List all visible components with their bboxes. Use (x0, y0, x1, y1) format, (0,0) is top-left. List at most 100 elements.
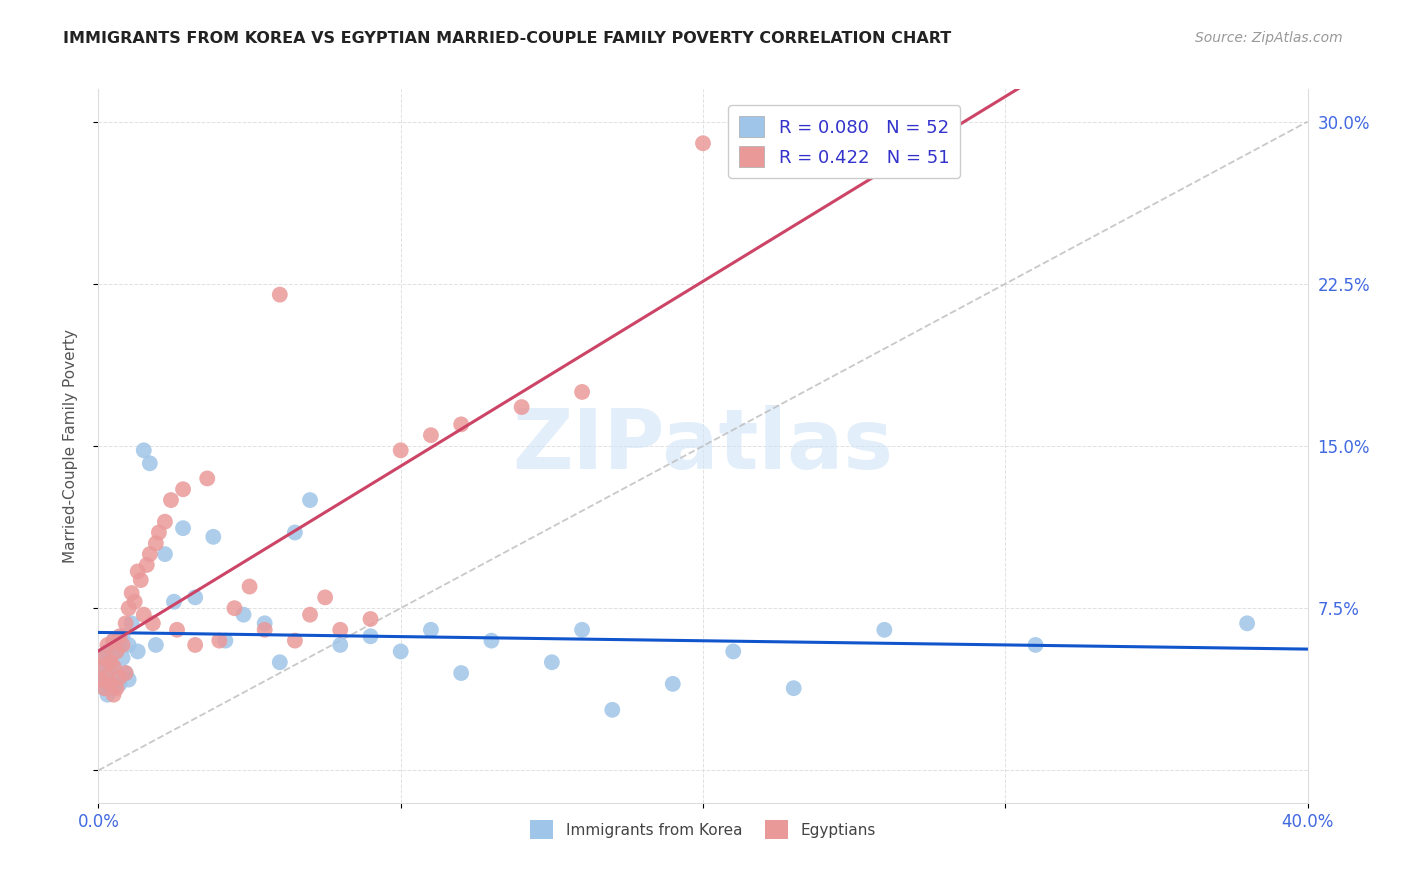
Point (111, 638, 134, 652)
Point (118, 601, 141, 615)
Point (360, 612, 382, 626)
Point (1236, 616, 1258, 631)
Point (135, 558, 157, 572)
Point (127, 565, 149, 579)
Point (108, 629, 131, 643)
Point (103, 688, 125, 702)
Point (96, 666, 118, 681)
Point (329, 623, 352, 637)
Point (224, 601, 246, 615)
Point (510, 400, 533, 414)
Point (1024, 638, 1046, 652)
Point (160, 493, 183, 508)
Point (93, 651, 115, 665)
Point (96, 638, 118, 652)
Point (118, 638, 141, 652)
Point (96, 670, 118, 684)
Point (142, 616, 165, 631)
Point (723, 644, 745, 658)
Point (139, 547, 162, 561)
Point (90, 673, 112, 687)
Point (93, 651, 115, 665)
Point (114, 666, 136, 681)
Point (166, 623, 188, 637)
Legend: Immigrants from Korea, Egyptians: Immigrants from Korea, Egyptians (524, 814, 882, 845)
Point (132, 443, 155, 458)
Point (253, 616, 276, 631)
Point (172, 521, 194, 535)
Point (121, 616, 143, 631)
Point (314, 591, 336, 605)
Point (208, 633, 231, 648)
Point (90, 673, 112, 687)
Point (100, 655, 122, 669)
Point (450, 417, 472, 432)
Point (145, 536, 167, 550)
Point (100, 677, 122, 691)
Point (692, 136, 714, 151)
Point (253, 623, 276, 637)
Point (202, 530, 225, 544)
Point (232, 607, 254, 622)
Point (111, 651, 134, 665)
Point (540, 655, 562, 669)
Point (195, 471, 218, 485)
Point (90, 659, 112, 673)
Point (103, 633, 125, 648)
Text: ZIPatlas: ZIPatlas (513, 406, 893, 486)
Point (481, 633, 503, 648)
Point (284, 633, 307, 648)
Point (184, 591, 207, 605)
Point (114, 616, 136, 631)
Point (145, 638, 167, 652)
Point (284, 525, 307, 540)
Point (389, 443, 412, 458)
Point (389, 644, 412, 658)
Point (93, 681, 115, 696)
Point (121, 586, 143, 600)
Point (105, 681, 128, 696)
Point (184, 638, 207, 652)
Point (239, 580, 262, 594)
Point (172, 482, 194, 496)
Point (105, 644, 128, 658)
Point (360, 629, 382, 643)
Point (163, 595, 186, 609)
Point (96, 688, 118, 702)
Text: IMMIGRANTS FROM KOREA VS EGYPTIAN MARRIED-COUPLE FAMILY POVERTY CORRELATION CHAR: IMMIGRANTS FROM KOREA VS EGYPTIAN MARRIE… (63, 31, 952, 46)
Point (100, 677, 122, 691)
Point (450, 666, 472, 681)
Text: Source: ZipAtlas.com: Source: ZipAtlas.com (1195, 31, 1343, 45)
Point (299, 493, 322, 508)
Point (124, 595, 146, 609)
Point (100, 655, 122, 669)
Point (873, 623, 896, 637)
Point (103, 633, 125, 648)
Point (108, 677, 131, 691)
Point (114, 666, 136, 681)
Point (602, 703, 624, 717)
Point (269, 287, 291, 301)
Point (420, 428, 443, 442)
Point (111, 629, 134, 643)
Point (571, 623, 593, 637)
Point (108, 670, 131, 684)
Point (153, 547, 176, 561)
Point (661, 677, 683, 691)
Point (571, 384, 593, 399)
Point (132, 607, 155, 622)
Point (96, 644, 118, 658)
Point (148, 525, 170, 540)
Point (420, 623, 443, 637)
Point (139, 456, 162, 470)
Point (269, 655, 291, 669)
Point (153, 515, 176, 529)
Point (299, 607, 322, 622)
Point (118, 673, 141, 687)
Point (108, 638, 131, 652)
Point (129, 573, 152, 587)
Point (105, 670, 128, 684)
Y-axis label: Married-Couple Family Poverty: Married-Couple Family Poverty (63, 329, 77, 563)
Point (214, 633, 236, 648)
Point (103, 681, 125, 696)
